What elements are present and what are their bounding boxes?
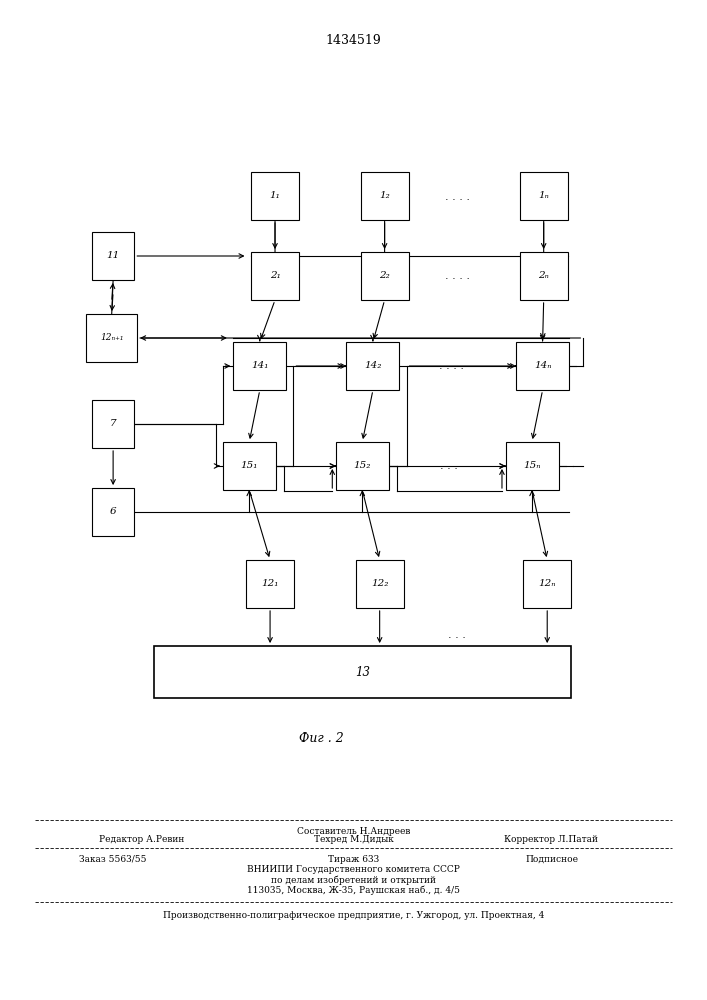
Text: ВНИИПИ Государственного комитета СССР: ВНИИПИ Государственного комитета СССР: [247, 865, 460, 874]
Text: Составитель Н.Андреев: Составитель Н.Андреев: [297, 828, 410, 836]
Text: 1₂: 1₂: [379, 192, 390, 200]
Text: 12ₙ₊₁: 12ₙ₊₁: [100, 334, 124, 342]
Bar: [361, 252, 409, 300]
Text: 6: 6: [110, 507, 117, 516]
Bar: [233, 342, 286, 390]
Text: 11: 11: [107, 251, 119, 260]
Text: Фиг . 2: Фиг . 2: [299, 732, 344, 744]
Bar: [520, 252, 568, 300]
Text: . . .: . . .: [440, 461, 458, 471]
Text: 14₁: 14₁: [251, 361, 269, 370]
Text: 14ₙ: 14ₙ: [534, 361, 551, 370]
Text: 1₁: 1₁: [269, 192, 281, 200]
Text: Производственно-полиграфическое предприятие, г. Ужгород, ул. Проектная, 4: Производственно-полиграфическое предприя…: [163, 910, 544, 920]
Text: Тираж 633: Тираж 633: [328, 854, 379, 863]
Bar: [251, 172, 299, 220]
Text: Редактор А.Ревин: Редактор А.Ревин: [99, 836, 184, 844]
Text: 1ₙ: 1ₙ: [538, 192, 549, 200]
Bar: [246, 560, 294, 608]
Text: 1434519: 1434519: [326, 33, 381, 46]
Bar: [251, 252, 299, 300]
Text: . . . .: . . . .: [445, 192, 470, 202]
Text: 113035, Москва, Ж-35, Раушская наб., д. 4/5: 113035, Москва, Ж-35, Раушская наб., д. …: [247, 885, 460, 895]
Text: 13: 13: [355, 666, 370, 678]
Bar: [361, 172, 409, 220]
Bar: [154, 646, 571, 698]
Text: 12₁: 12₁: [262, 579, 279, 588]
Text: 12₂: 12₂: [371, 579, 388, 588]
Bar: [336, 442, 389, 490]
Text: 2ₙ: 2ₙ: [538, 271, 549, 280]
Bar: [223, 442, 276, 490]
Bar: [523, 560, 571, 608]
Text: Корректор Л.Патай: Корректор Л.Патай: [505, 836, 598, 844]
Bar: [92, 232, 134, 280]
Text: . . . .: . . . .: [438, 361, 464, 371]
Bar: [92, 488, 134, 536]
Text: 14₂: 14₂: [364, 361, 382, 370]
Bar: [346, 342, 399, 390]
Bar: [356, 560, 404, 608]
Text: Заказ 5563/55: Заказ 5563/55: [79, 854, 147, 863]
Bar: [506, 442, 559, 490]
Text: 15₂: 15₂: [354, 462, 371, 471]
Text: 2₁: 2₁: [269, 271, 281, 280]
Text: 15₁: 15₁: [240, 462, 258, 471]
Text: Техред М.Дидык: Техред М.Дидык: [314, 836, 393, 844]
Bar: [86, 314, 137, 362]
Bar: [92, 400, 134, 448]
Text: Подписное: Подписное: [525, 854, 578, 863]
Bar: [516, 342, 569, 390]
Text: . . . .: . . . .: [445, 271, 470, 281]
Bar: [520, 172, 568, 220]
Text: . . .: . . .: [448, 630, 467, 640]
Text: 7: 7: [110, 419, 117, 428]
Text: 12ₙ: 12ₙ: [539, 579, 556, 588]
Text: 15ₙ: 15ₙ: [523, 462, 541, 471]
Text: по делам изобретений и открытий: по делам изобретений и открытий: [271, 875, 436, 885]
Text: 2₂: 2₂: [379, 271, 390, 280]
